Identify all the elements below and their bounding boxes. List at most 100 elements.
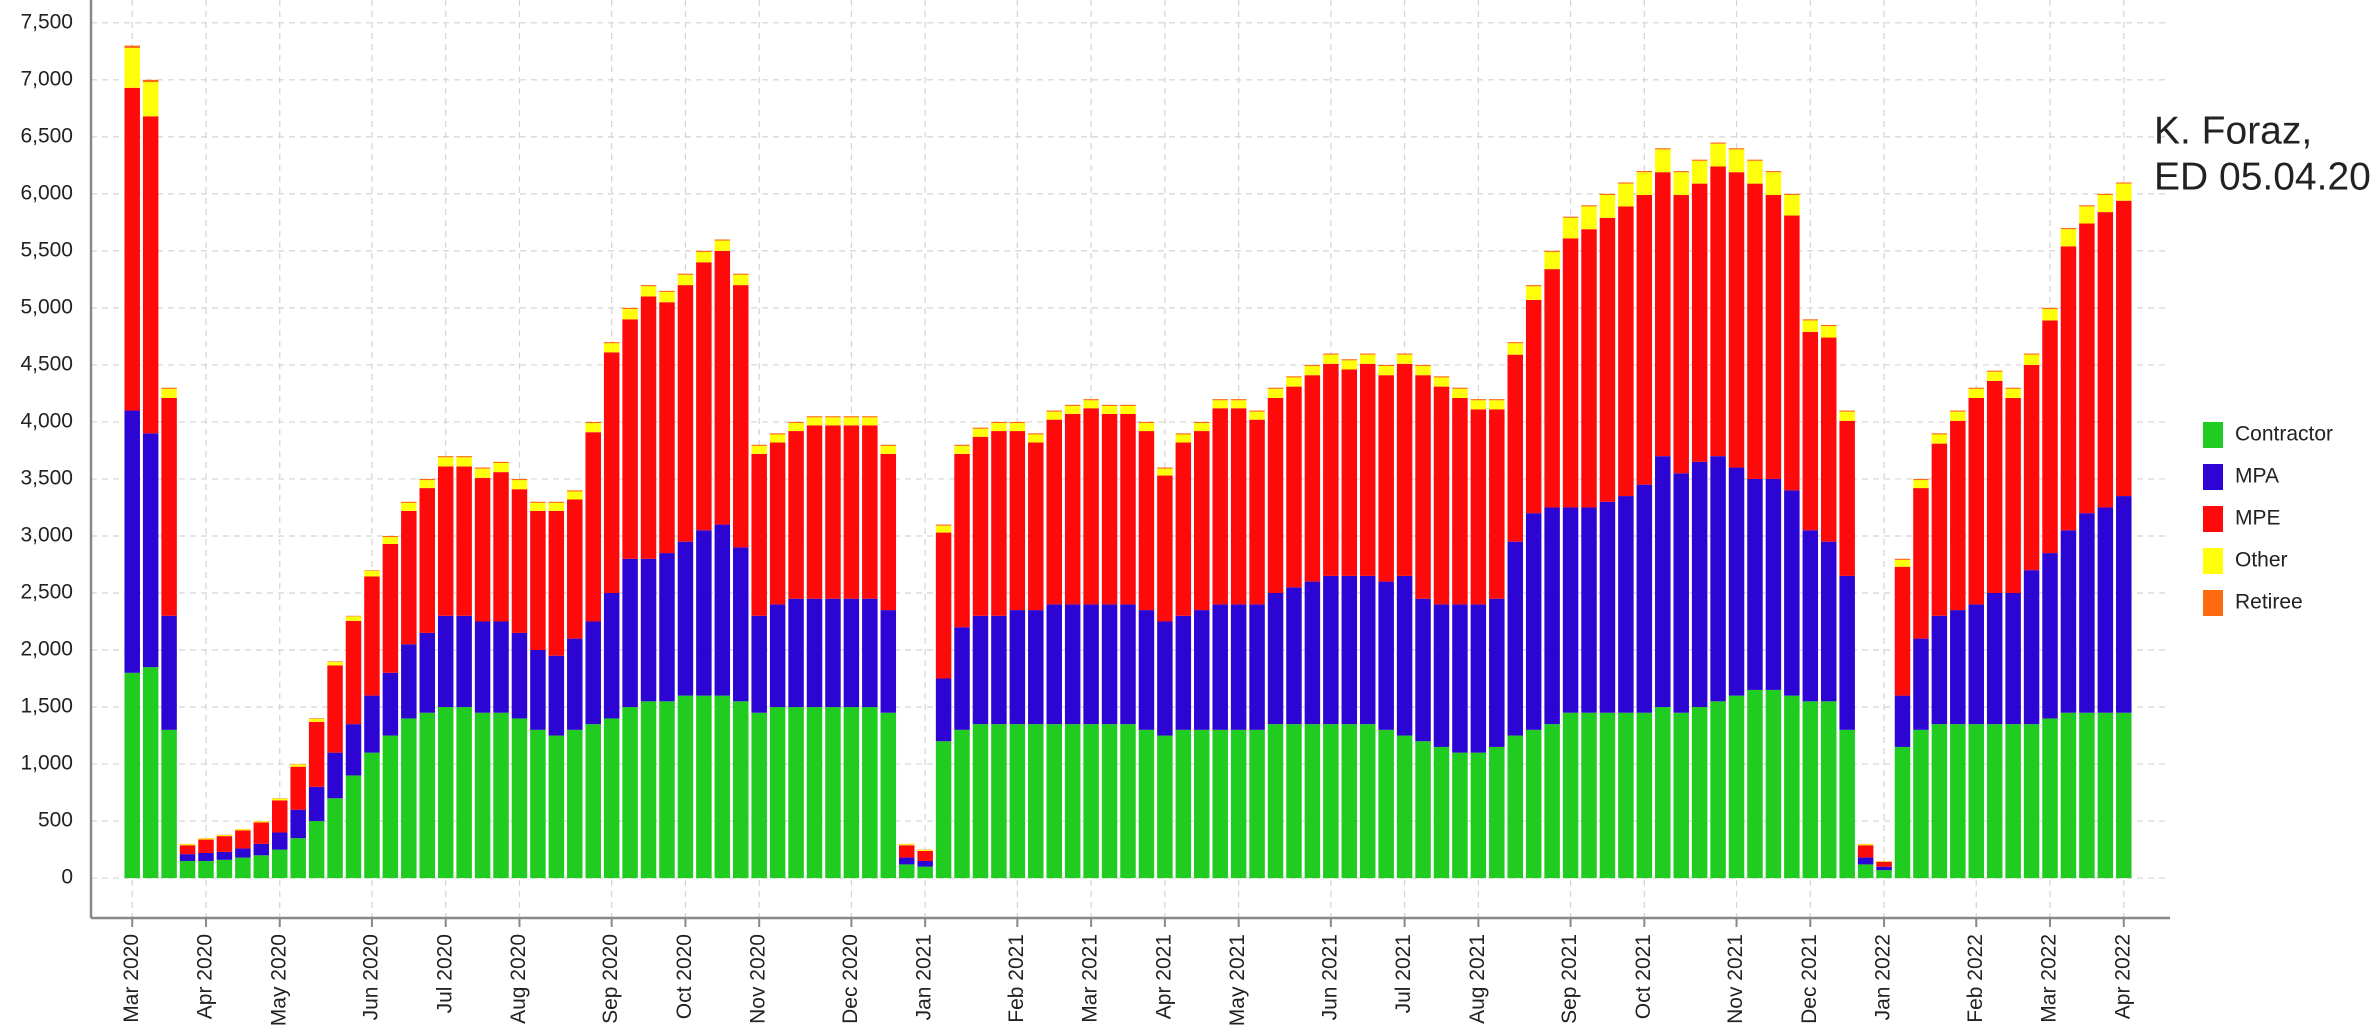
bar-segment <box>1913 480 1929 489</box>
bar-segment <box>345 616 362 621</box>
bar-segment <box>1157 468 1173 476</box>
bar-segment <box>1710 143 1726 167</box>
bar-segment <box>862 417 878 426</box>
bar-segment <box>511 478 528 481</box>
bar-segment <box>1083 399 1099 401</box>
bar-segment <box>345 620 362 725</box>
bar-segment <box>1212 729 1228 879</box>
bar-segment <box>2005 388 2021 398</box>
bar-segment <box>567 638 583 730</box>
bar-segment <box>1636 484 1653 713</box>
y-tick-label: 4,500 <box>20 352 73 375</box>
bar-segment <box>474 477 491 622</box>
bar-segment <box>161 397 177 616</box>
bar-segment <box>696 530 712 696</box>
bar-segment <box>1378 729 1394 879</box>
bar-segment <box>253 821 270 823</box>
bar-segment <box>2005 592 2021 725</box>
bar-segment <box>1194 729 1210 879</box>
bar-segment <box>2042 718 2058 879</box>
bar-segment <box>548 502 565 511</box>
bar-segment <box>1968 724 1985 879</box>
bar-segment <box>1581 712 1597 879</box>
bar-segment <box>1802 319 1819 321</box>
bar-segment <box>1857 845 1874 858</box>
bar-segment <box>1618 206 1634 497</box>
bar-segment <box>1359 363 1376 576</box>
bar-segment <box>1950 420 1966 611</box>
bar-segment <box>1636 171 1653 173</box>
bar-segment <box>1470 400 1487 410</box>
bar-segment <box>843 707 860 879</box>
bar-segment <box>345 775 362 879</box>
bar-segment <box>1157 621 1173 736</box>
bar-segment <box>1544 507 1560 725</box>
bar-segment <box>1101 413 1118 605</box>
bar-segment <box>2060 246 2077 531</box>
bar-segment <box>1378 364 1394 367</box>
bar-segment <box>659 553 675 702</box>
bar-segment <box>419 478 436 481</box>
bar-segment <box>1913 478 1929 481</box>
bar-segment <box>1286 376 1302 378</box>
bar-segment <box>2116 712 2132 879</box>
bar-segment <box>216 836 233 852</box>
bar-segment <box>733 273 749 275</box>
bar-segment <box>1673 195 1689 474</box>
bar-segment <box>1064 413 1081 605</box>
bar-segment <box>1046 419 1062 605</box>
x-tick-label: Sep 2021 <box>1558 934 1581 1024</box>
bar-segment <box>161 615 177 730</box>
bar-segment <box>1249 604 1265 730</box>
bar-segment <box>917 866 933 879</box>
x-tick-label: Feb 2022 <box>1964 934 1987 1023</box>
bar-segment <box>290 766 306 810</box>
bar-segment <box>825 598 841 708</box>
bar-segment <box>991 431 1007 616</box>
bar-segment <box>2042 320 2058 554</box>
bar-segment <box>1489 400 1505 410</box>
bar-segment <box>1157 475 1173 622</box>
bar-segment <box>1913 488 1929 639</box>
bar-segment <box>567 490 583 492</box>
bar-segment <box>1784 193 1800 196</box>
bar-segment <box>401 502 417 511</box>
chart-subtitle: ED 05.04.20 <box>2154 155 2371 198</box>
legend-swatch <box>2203 548 2223 574</box>
bar-segment <box>548 655 565 736</box>
bar-segment <box>253 822 270 844</box>
bar-segment <box>1820 541 1837 702</box>
bar-segment <box>1636 712 1653 879</box>
bar-segment <box>1986 371 2003 381</box>
bar-segment <box>364 695 380 753</box>
bar-segment <box>659 290 675 292</box>
bar-segment <box>456 615 472 708</box>
bar-segment <box>1599 217 1616 502</box>
bar-segment <box>1138 610 1155 730</box>
bar-segment <box>1913 638 1929 730</box>
bar-segment <box>1894 559 1911 567</box>
bar-segment <box>1839 575 1855 730</box>
bar-segment <box>1304 366 1321 376</box>
bar-segment <box>1544 724 1560 879</box>
bar-segment <box>2079 712 2095 879</box>
bar-segment <box>1267 592 1284 725</box>
bar-segment <box>1194 610 1210 730</box>
bar-segment <box>142 667 159 879</box>
bar-segment <box>1525 729 1542 879</box>
x-tick-label: May 2021 <box>1226 934 1249 1026</box>
y-tick-label: 2,500 <box>20 581 73 604</box>
bar-segment <box>1452 388 1468 398</box>
bar-segment <box>493 712 509 879</box>
bar-segment <box>1378 375 1394 582</box>
bar-segment <box>1120 413 1136 605</box>
bar-segment <box>1950 610 1966 725</box>
x-tick-label: Jan 2021 <box>913 934 936 1020</box>
bar-segment <box>991 421 1007 424</box>
bar-segment <box>124 410 140 673</box>
bar-segment <box>696 695 712 879</box>
bar-segment <box>1396 735 1413 879</box>
bar-segment <box>991 423 1007 432</box>
bar-segment <box>1064 604 1081 725</box>
bar-segment <box>991 615 1007 725</box>
